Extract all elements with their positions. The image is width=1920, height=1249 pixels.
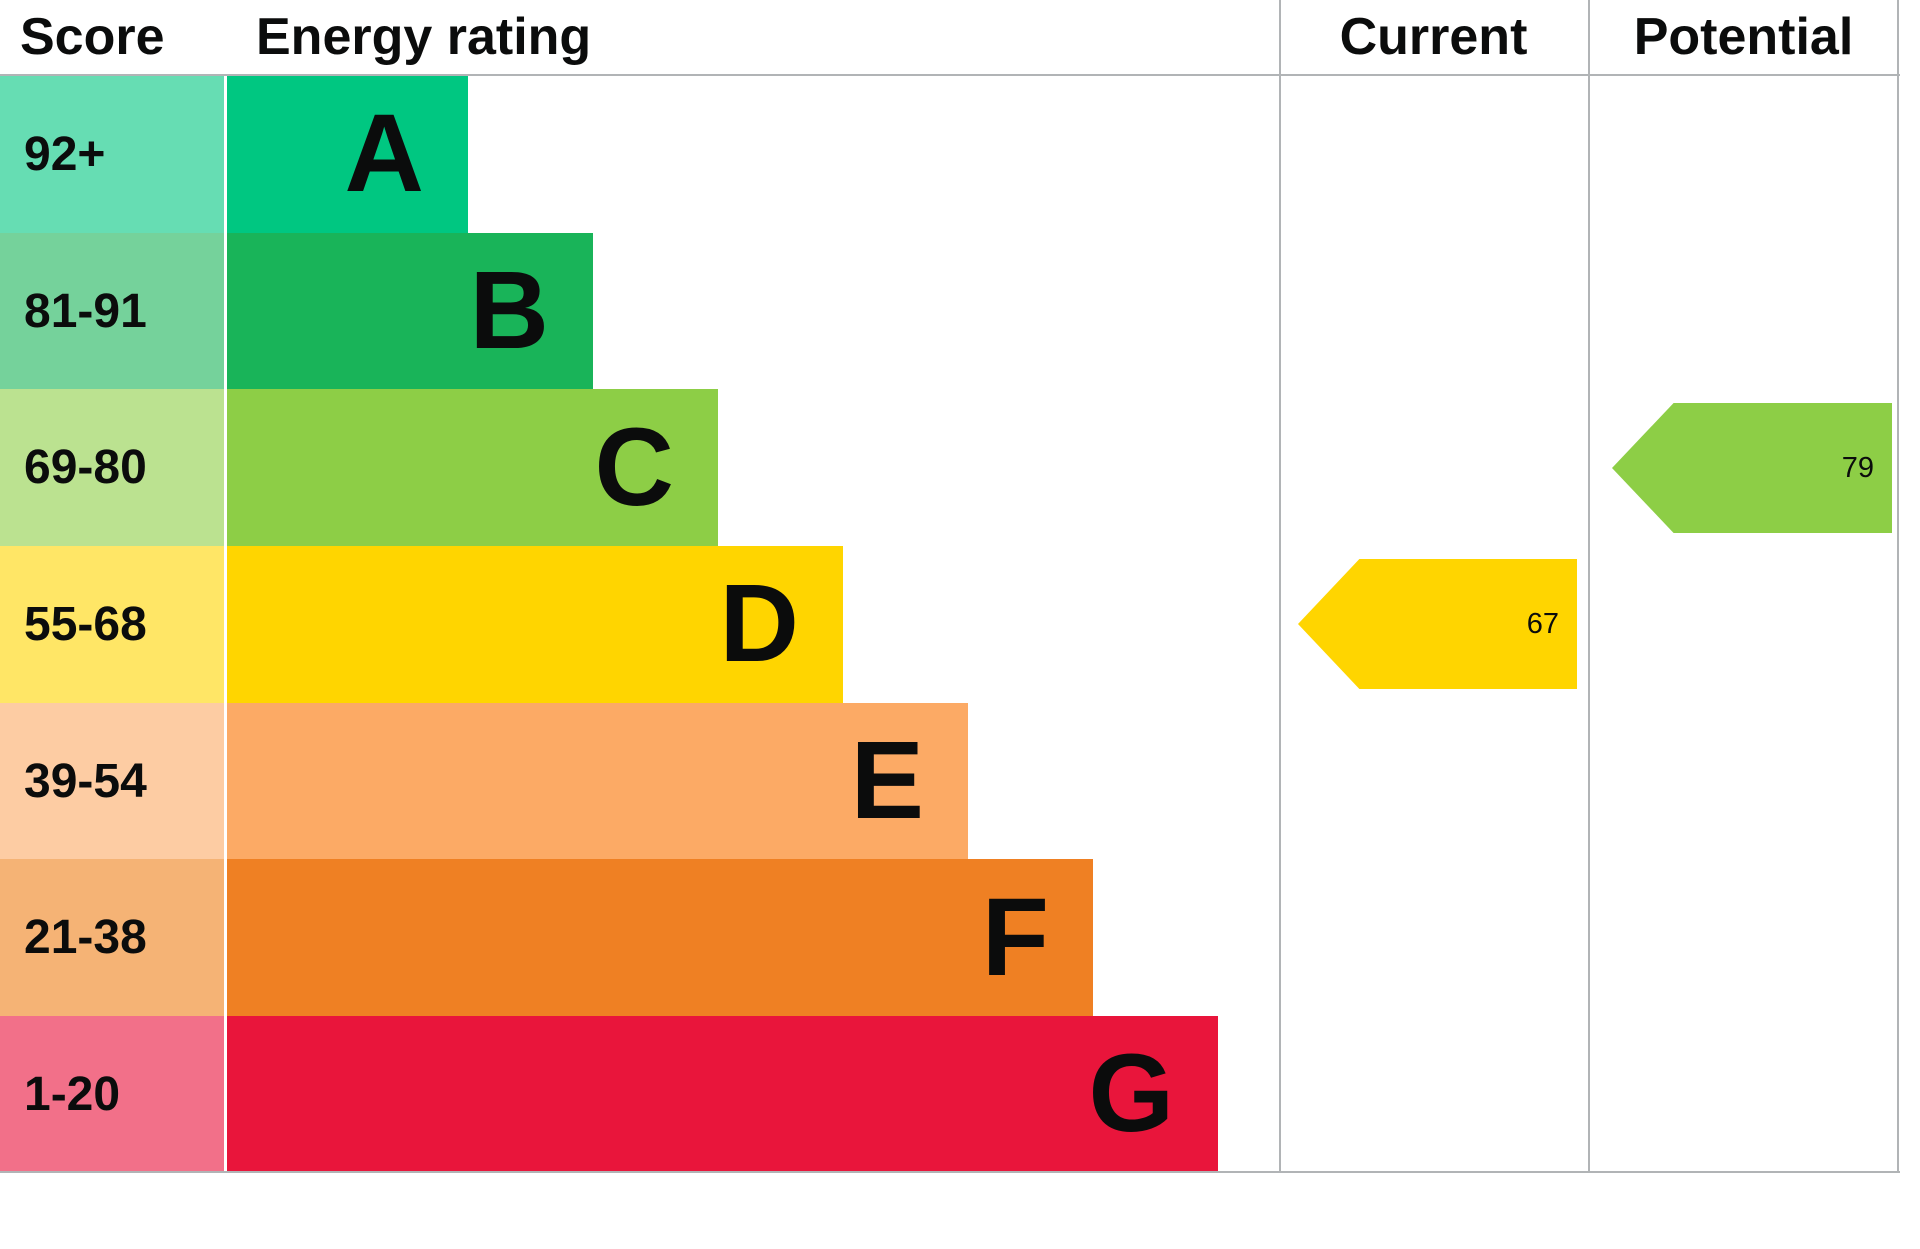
band-bar: F (227, 859, 1093, 1017)
current-column-left-border (1279, 0, 1281, 1173)
energy-rating-column-header: Energy rating (256, 8, 592, 66)
potential-column-header: Potential (1633, 8, 1854, 66)
band-letter: A (344, 92, 424, 216)
band-letter: D (719, 562, 799, 686)
band-row-e: 39-54 E (0, 702, 1218, 860)
potential-column-left-border (1588, 0, 1590, 1173)
potential-rating-arrow: 79 (1612, 403, 1892, 533)
score-column-header: Score (20, 8, 165, 66)
band-bar: G (227, 1016, 1218, 1173)
band-score-range: 55-68 (0, 546, 224, 703)
band-score-range: 39-54 (0, 702, 224, 860)
band-score-range: 1-20 (0, 1016, 224, 1173)
band-row-f: 21-38 F (0, 859, 1218, 1017)
band-letter: G (1088, 1032, 1174, 1156)
band-bar: D (227, 546, 843, 703)
band-bar: A (227, 76, 468, 233)
band-letter: B (469, 249, 549, 373)
chart-header: Score Energy rating Current Potential (0, 0, 1900, 76)
current-column-header: Current (1339, 8, 1528, 66)
band-letter: C (594, 405, 674, 529)
band-row-b: 81-91 B (0, 232, 1218, 390)
band-letter: E (850, 719, 924, 843)
chart-bottom-border (0, 1171, 1900, 1173)
band-score-range: 69-80 (0, 389, 224, 547)
band-row-d: 55-68 D (0, 546, 1218, 703)
band-row-g: 1-20 G (0, 1016, 1218, 1173)
band-bar: C (227, 389, 718, 547)
band-score-range: 92+ (0, 76, 224, 233)
band-bar: B (227, 232, 593, 390)
current-rating-value: 67 (1526, 607, 1559, 640)
band-score-range: 81-91 (0, 232, 224, 390)
potential-rating-value: 79 (1841, 451, 1874, 484)
band-bar: E (227, 702, 968, 860)
rating-bands: 92+ A 81-91 B 69-80 C 55-68 D 39-54 (0, 76, 1218, 1173)
band-score-range: 21-38 (0, 859, 224, 1017)
current-rating-arrow: 67 (1298, 559, 1577, 689)
potential-column-right-border (1897, 0, 1899, 1173)
band-row-c: 69-80 C (0, 389, 1218, 547)
band-row-a: 92+ A (0, 76, 1218, 233)
band-letter: F (981, 875, 1049, 999)
